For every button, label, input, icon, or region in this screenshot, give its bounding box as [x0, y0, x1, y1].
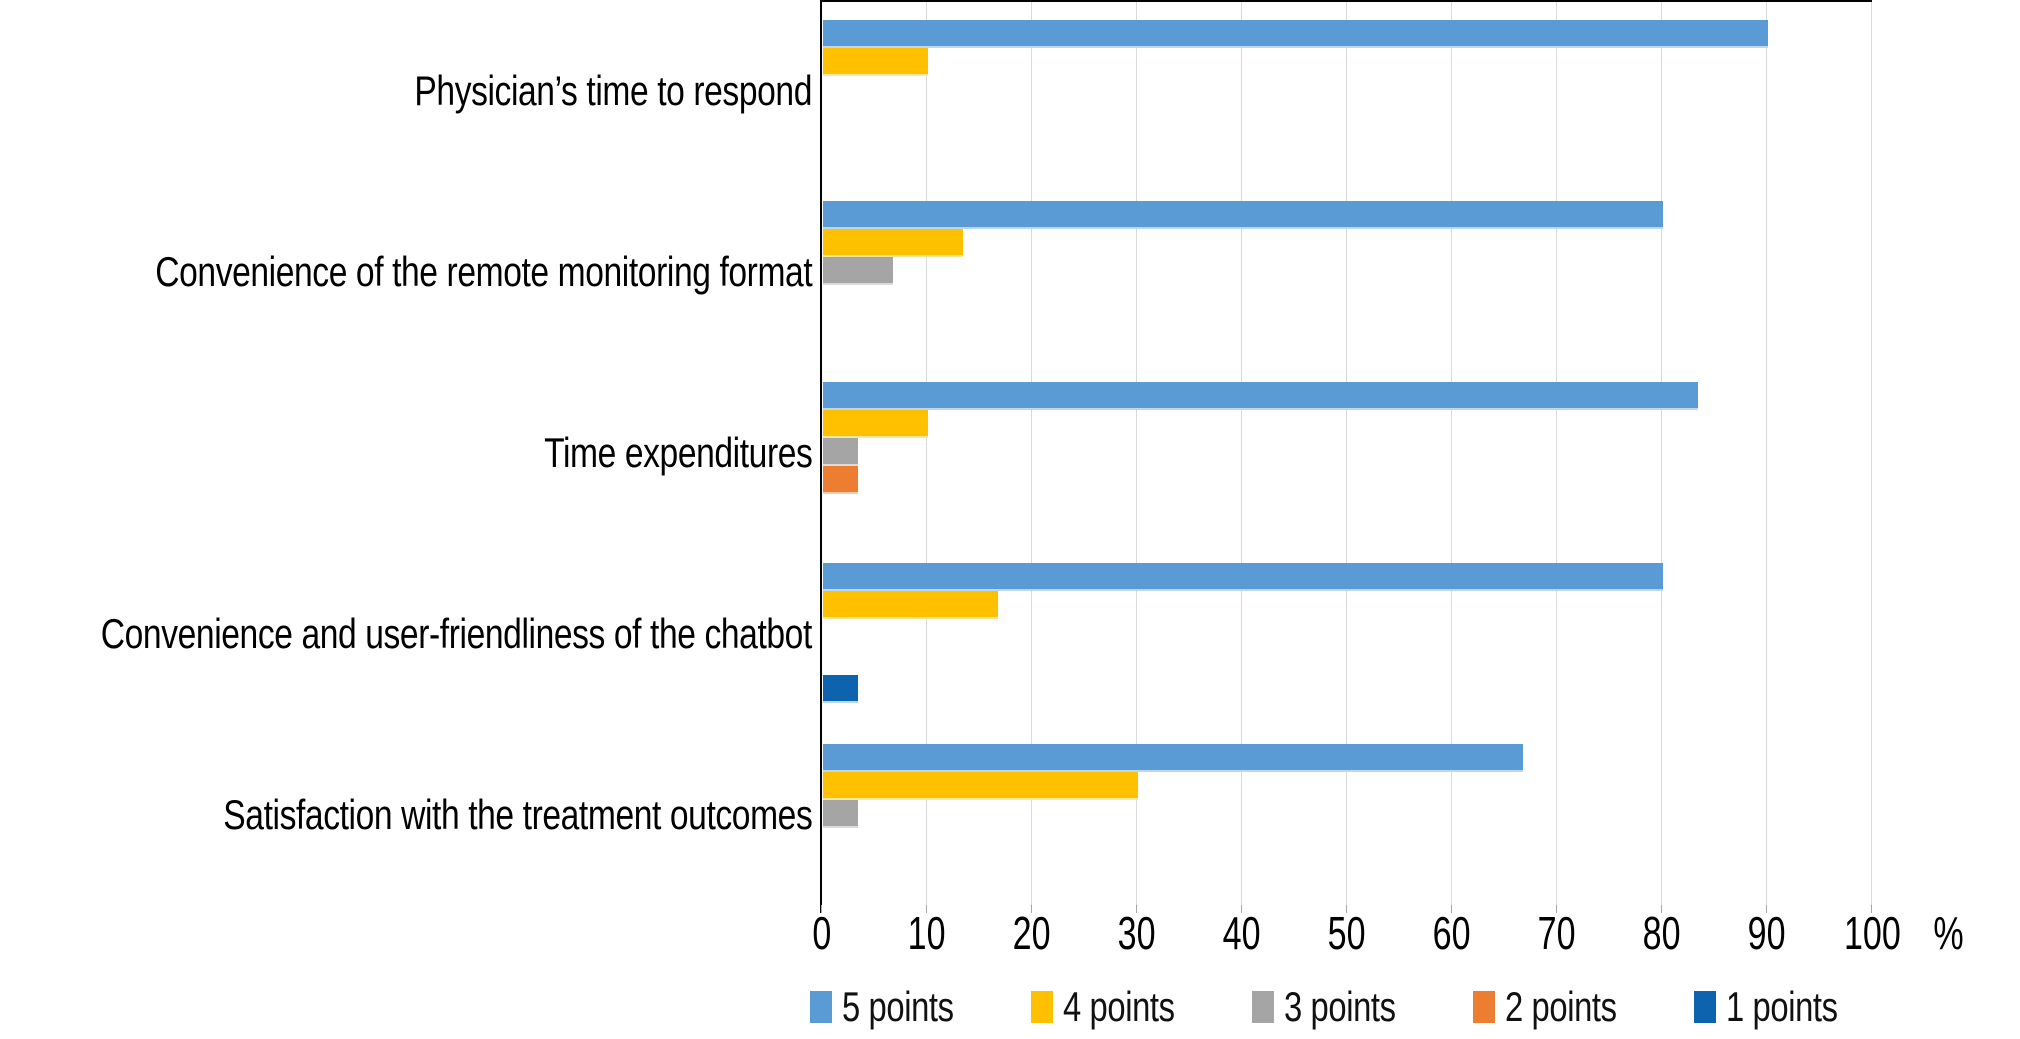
x-axis-tick-label: 30	[1067, 906, 1207, 960]
bar-5-points	[823, 563, 1663, 591]
legend-item: 5 points	[810, 986, 985, 1028]
legend-swatch	[810, 991, 832, 1023]
x-axis-tick-label: 100	[1802, 906, 1942, 960]
axis-tick-mark	[1031, 905, 1032, 913]
gridline	[1031, 2, 1032, 907]
tick-value: 80	[1643, 907, 1681, 959]
x-axis-tick-label: 40	[1172, 906, 1312, 960]
category-label: Time expenditures	[0, 362, 813, 543]
legend: 5 points 4 points 3 points 2 points 1 points	[810, 984, 1870, 1030]
tick-value: 40	[1223, 907, 1261, 959]
category-label: Physician’s time to respond	[0, 0, 812, 181]
legend-swatch	[1031, 991, 1054, 1023]
axis-tick-mark	[1136, 905, 1137, 913]
bar-3-points	[823, 438, 858, 466]
axis-tick-mark	[1451, 905, 1452, 913]
legend-swatch	[1473, 991, 1496, 1023]
bar-4-points	[823, 48, 928, 76]
category-label: Convenience and user-friendliness of the…	[0, 543, 813, 724]
axis-tick-mark	[1556, 905, 1557, 913]
legend-label: 4 points	[1063, 983, 1175, 1030]
x-axis-tick-label: 90	[1697, 906, 1837, 960]
legend-item: 4 points	[1031, 986, 1206, 1028]
bar-1-points	[823, 675, 858, 703]
legend-swatch	[1252, 991, 1275, 1023]
legend-label: 2 points	[1505, 983, 1617, 1030]
bar-3-points	[823, 257, 893, 285]
tick-value: 0	[812, 907, 832, 959]
x-axis-tick-label: 10	[857, 906, 997, 960]
legend-label: 1 points	[1726, 983, 1839, 1030]
legend-item: 3 points	[1252, 986, 1427, 1028]
x-axis-unit-label: %	[1878, 906, 2018, 960]
plot-area	[822, 0, 1872, 907]
gridline	[1136, 2, 1137, 907]
tick-value: 90	[1748, 907, 1786, 959]
x-axis-tick-label: 50	[1277, 906, 1417, 960]
bar-3-points	[823, 800, 858, 828]
axis-tick-mark	[1871, 905, 1872, 913]
tick-value: 70	[1538, 907, 1576, 959]
category-label: Convenience of the remote monitoring for…	[0, 181, 812, 362]
gridline	[1661, 2, 1662, 907]
tick-value: 50	[1328, 907, 1366, 959]
legend-label: 5 points	[842, 983, 954, 1030]
x-axis-tick-label: 20	[962, 906, 1102, 960]
axis-tick-mark	[1661, 905, 1662, 913]
legend-item: 1 points	[1694, 986, 1869, 1028]
gridline	[1766, 2, 1767, 907]
category-label-text: Convenience and user-friendliness of the…	[100, 609, 813, 657]
bar-4-points	[823, 591, 998, 619]
x-axis-tick-label: 70	[1487, 906, 1627, 960]
bar-4-points	[823, 410, 928, 438]
category-label: Satisfaction with the treatment outcomes	[0, 724, 813, 905]
axis-tick-mark	[1766, 905, 1767, 913]
bar-5-points	[823, 382, 1698, 410]
axis-tick-mark	[926, 905, 927, 913]
axis-tick-mark	[1346, 905, 1347, 913]
bar-4-points	[823, 772, 1138, 800]
x-axis-tick-label: 60	[1382, 906, 1522, 960]
tick-value: 60	[1433, 907, 1471, 959]
bar-2-points	[823, 466, 858, 494]
legend-label: 3 points	[1284, 983, 1396, 1030]
bar-5-points	[823, 20, 1768, 48]
axis-tick-mark	[1241, 905, 1242, 913]
tick-value: 20	[1013, 907, 1051, 959]
tick-value: 100	[1843, 907, 1901, 959]
bar-5-points	[823, 744, 1523, 772]
legend-swatch	[1694, 991, 1717, 1023]
bar-4-points	[823, 229, 963, 257]
x-axis-tick-label: 80	[1592, 906, 1732, 960]
gridline	[1871, 2, 1872, 907]
gridline	[1241, 2, 1242, 907]
category-label-text: Time expenditures	[543, 428, 813, 476]
gridline	[1451, 2, 1452, 907]
category-label-text: Convenience of the remote monitoring for…	[154, 247, 812, 295]
x-axis-tick-label: 0	[752, 906, 892, 960]
y-axis-line	[820, 0, 822, 913]
legend-item: 2 points	[1473, 986, 1648, 1028]
gridline	[926, 2, 927, 907]
bar-5-points	[823, 201, 1663, 229]
tick-value: 10	[908, 907, 946, 959]
percent-sign: %	[1932, 907, 1964, 959]
gridline	[1556, 2, 1557, 907]
category-label-text: Satisfaction with the treatment outcomes	[222, 790, 813, 838]
gridline	[1346, 2, 1347, 907]
tick-value: 30	[1118, 907, 1156, 959]
category-label-text: Physician’s time to respond	[414, 66, 812, 114]
axis-tick-mark	[821, 905, 822, 913]
